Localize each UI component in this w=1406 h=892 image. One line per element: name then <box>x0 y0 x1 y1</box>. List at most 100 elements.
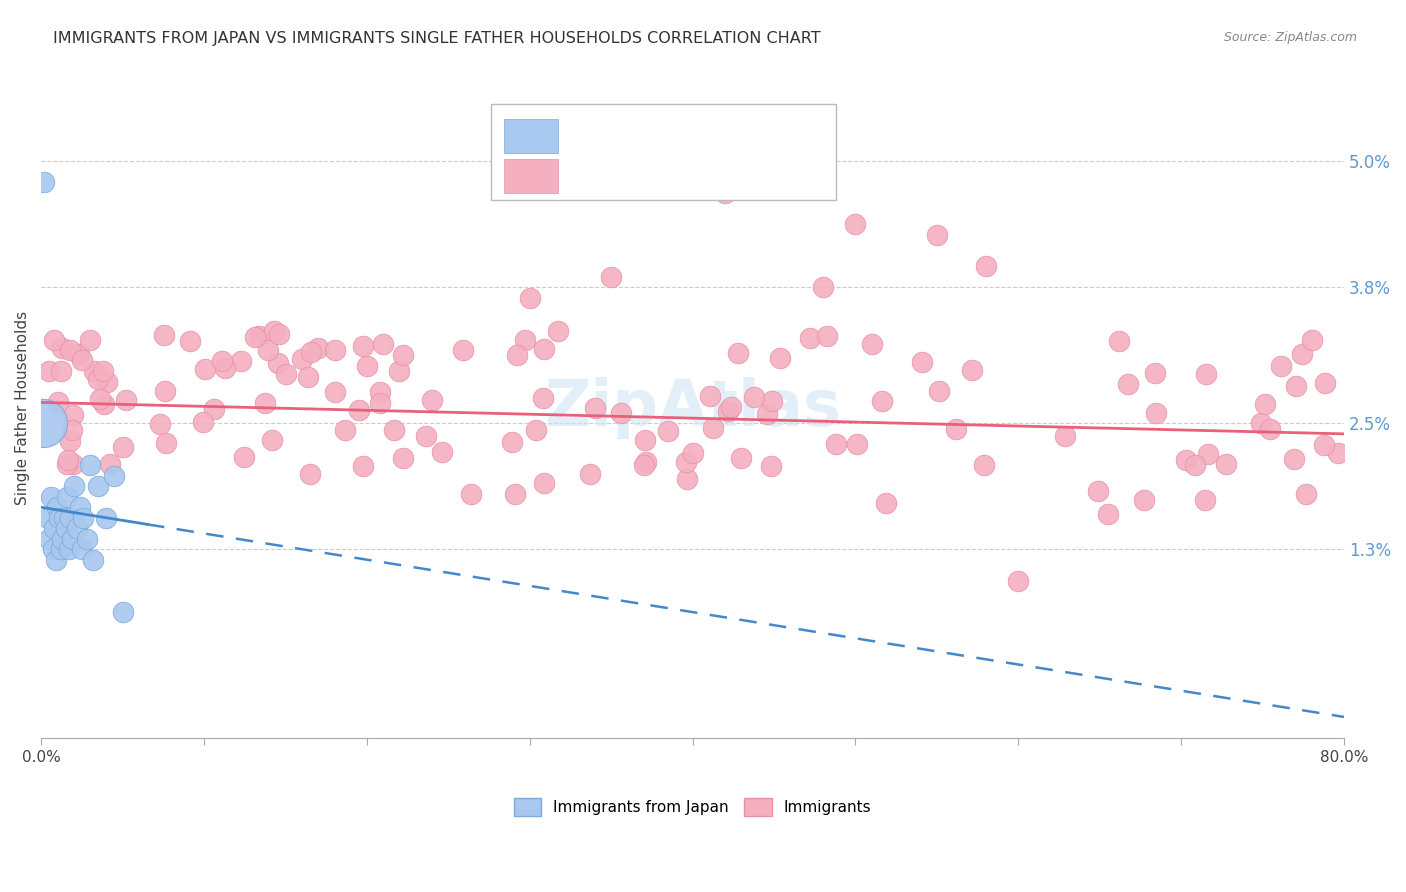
Point <box>460 487 482 501</box>
Point <box>48 510 70 524</box>
Legend: Immigrants from Japan, Immigrants: Immigrants from Japan, Immigrants <box>508 792 877 822</box>
Point <box>298 467 321 481</box>
Point <box>41 542 63 557</box>
Point <box>974 259 997 273</box>
Point <box>249 328 271 343</box>
Point <box>46 394 69 409</box>
Point <box>59 343 82 357</box>
Point <box>519 291 541 305</box>
Point <box>66 521 89 535</box>
Point <box>720 400 742 414</box>
Point <box>352 459 374 474</box>
Point <box>531 392 554 406</box>
Point <box>1315 376 1337 390</box>
Point <box>112 440 135 454</box>
Point <box>299 344 322 359</box>
Point <box>38 532 60 546</box>
Point <box>742 390 765 404</box>
Point <box>276 367 298 381</box>
Point <box>347 403 370 417</box>
Point <box>263 324 285 338</box>
Point <box>46 500 69 515</box>
Point <box>87 479 110 493</box>
Point <box>211 354 233 368</box>
Point <box>266 356 288 370</box>
Point <box>702 421 724 435</box>
Point <box>70 353 93 368</box>
Point <box>254 395 277 409</box>
Point <box>96 375 118 389</box>
Point <box>179 334 201 349</box>
Point <box>1144 406 1167 420</box>
Point <box>1215 457 1237 471</box>
Point <box>58 453 80 467</box>
Point <box>245 329 267 343</box>
Point <box>811 280 834 294</box>
Point <box>524 423 547 437</box>
Point <box>62 479 84 493</box>
Point <box>153 384 176 398</box>
Point <box>93 397 115 411</box>
Point <box>52 510 75 524</box>
Point <box>960 362 983 376</box>
Point <box>769 351 792 365</box>
Point <box>60 532 83 546</box>
FancyBboxPatch shape <box>491 103 837 200</box>
Point <box>945 422 967 436</box>
Point <box>56 490 79 504</box>
Point <box>860 336 883 351</box>
Text: ZipAtlas: ZipAtlas <box>544 376 841 439</box>
Point <box>699 389 721 403</box>
Point <box>634 433 657 447</box>
Point <box>513 333 536 347</box>
Point <box>392 348 415 362</box>
Point <box>323 384 346 399</box>
Point <box>675 455 697 469</box>
Point <box>761 394 783 409</box>
Point <box>825 437 848 451</box>
Point <box>58 542 80 557</box>
Text: -0.078: -0.078 <box>619 167 678 185</box>
Point <box>1087 483 1109 498</box>
Point <box>96 510 118 524</box>
Point <box>76 532 98 546</box>
Point <box>872 394 894 409</box>
Point <box>44 521 66 535</box>
Point <box>1270 359 1292 373</box>
Point <box>55 457 77 471</box>
Text: R =: R = <box>569 169 602 184</box>
Point <box>49 542 72 557</box>
Point <box>62 408 84 422</box>
Point <box>91 364 114 378</box>
Point <box>1260 422 1282 436</box>
Point <box>202 402 225 417</box>
Point <box>368 396 391 410</box>
Point <box>533 343 555 357</box>
Point <box>1285 379 1308 393</box>
Point <box>501 435 523 450</box>
Point <box>82 552 104 566</box>
Point <box>79 333 101 347</box>
Point <box>51 341 73 355</box>
Point <box>323 343 346 357</box>
Point <box>87 372 110 386</box>
Point <box>633 458 655 472</box>
Point <box>727 345 749 359</box>
Point <box>875 496 897 510</box>
Point <box>371 337 394 351</box>
Y-axis label: Single Father Households: Single Father Households <box>15 310 30 505</box>
Point <box>194 362 217 376</box>
Point <box>533 475 555 490</box>
Point <box>844 217 866 231</box>
Text: -0.056: -0.056 <box>619 128 678 145</box>
Point <box>31 417 53 431</box>
Point <box>1108 334 1130 349</box>
Point <box>928 384 950 398</box>
Text: N =: N = <box>699 128 733 144</box>
Point <box>1254 397 1277 411</box>
Point <box>44 333 66 347</box>
Point <box>38 364 60 378</box>
Point <box>115 393 138 408</box>
Point <box>51 532 73 546</box>
Point <box>657 425 679 439</box>
